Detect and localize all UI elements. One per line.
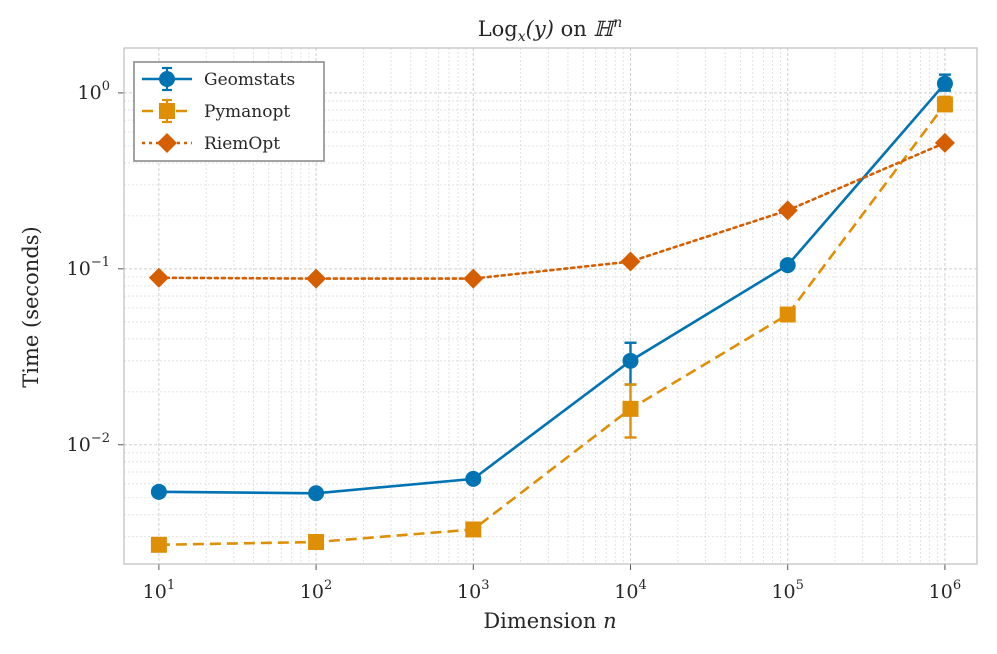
y-tick-label: 10−1: [67, 255, 110, 280]
x-axis-label-var: n: [603, 609, 617, 633]
series-line: [158, 103, 946, 547]
data-point: [465, 521, 482, 538]
legend-marker: [157, 133, 177, 153]
y-axis-label: Time (seconds): [19, 226, 43, 387]
series-geomstats: [150, 73, 953, 502]
data-point: [622, 352, 639, 369]
legend-item-geomstats: Geomstats: [142, 66, 295, 92]
data-point: [777, 200, 798, 221]
x-axis-label-text: Dimension: [483, 609, 603, 633]
data-point: [622, 400, 639, 417]
legend-label: RiemOpt: [204, 134, 280, 154]
legend-item-riemopt: RiemOpt: [142, 133, 280, 154]
series-line: [157, 141, 947, 280]
data-point: [308, 534, 325, 551]
data-point: [465, 470, 482, 487]
legend-marker: [159, 71, 175, 87]
plot-frame: [123, 47, 978, 565]
data-point: [308, 485, 325, 502]
x-tick-label: 106: [929, 578, 961, 603]
chart-title-mid: on: [554, 17, 594, 41]
legend-marker: [159, 103, 175, 119]
chart-title-sub: x: [518, 29, 526, 45]
data-point: [779, 306, 796, 323]
x-tick-label: 103: [457, 578, 489, 603]
x-tick-label: 101: [143, 578, 175, 603]
legend-label: Pymanopt: [204, 102, 290, 122]
data-point: [934, 132, 955, 153]
data-point: [620, 251, 641, 272]
data-point: [306, 268, 327, 289]
series-line: [158, 82, 946, 495]
series-riemopt: [148, 132, 955, 289]
chart-title-arg: (y): [526, 17, 554, 41]
data-point: [779, 257, 796, 274]
y-tick-label: 100: [78, 79, 110, 104]
legend-label: Geomstats: [204, 70, 295, 90]
legend-item-pymanopt: Pymanopt: [142, 98, 290, 124]
data-point: [150, 483, 167, 500]
series-pymanopt: [150, 95, 953, 553]
chart-title-sup: n: [613, 15, 622, 31]
data-point: [936, 96, 953, 113]
x-tick-label: 105: [771, 578, 803, 603]
chart-title: Logx(y) on ℍn: [478, 15, 623, 45]
chart-title-space: ℍ: [593, 17, 616, 41]
x-tick-label: 104: [614, 578, 646, 603]
data-point: [463, 268, 484, 289]
x-axis-label: Dimension n: [483, 609, 616, 633]
y-tick-label: 10−2: [67, 431, 110, 456]
x-tick-label: 102: [300, 578, 332, 603]
data-point: [148, 267, 169, 288]
chart-title-prefix: Log: [478, 17, 518, 41]
data-point: [150, 536, 167, 553]
legend: Geomstats Pymanopt RiemOpt: [133, 61, 325, 162]
data-point: [936, 75, 953, 92]
